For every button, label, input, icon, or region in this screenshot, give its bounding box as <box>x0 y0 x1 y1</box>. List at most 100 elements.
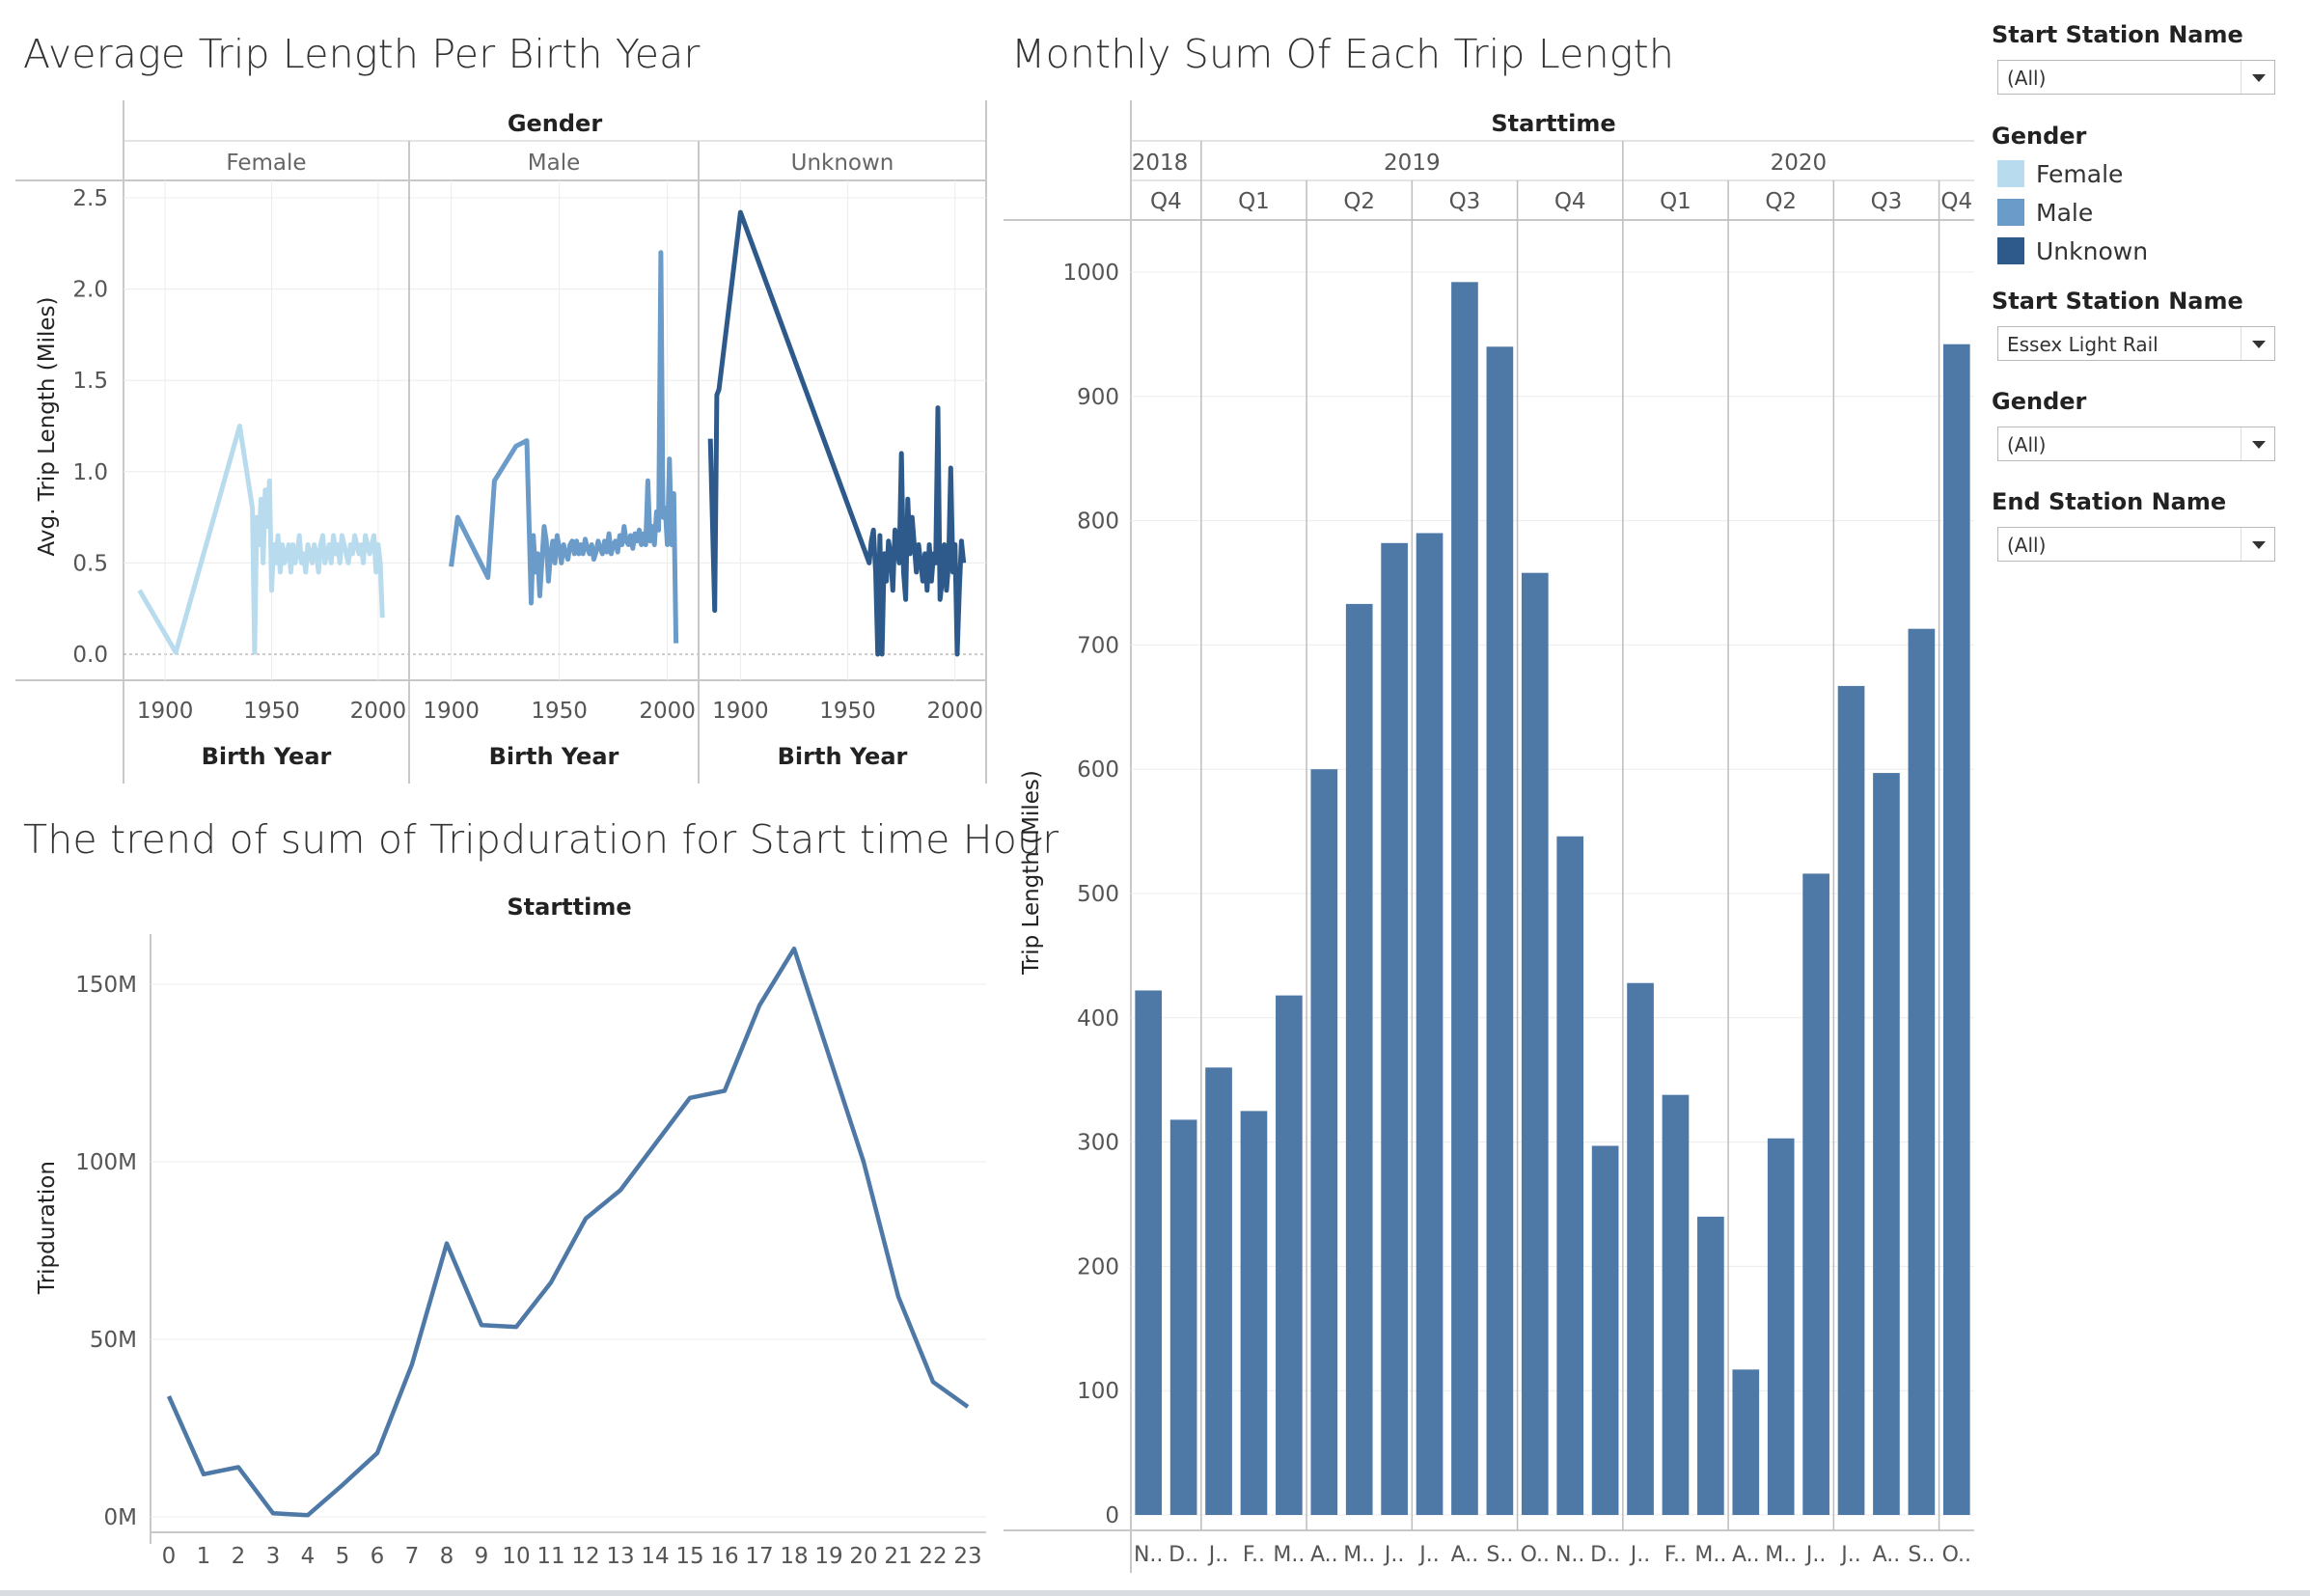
month-label: N.. <box>1555 1543 1584 1567</box>
y-tick-label: 500 <box>1077 882 1119 907</box>
y-tick-label: 100 <box>1077 1379 1119 1404</box>
bar-2 <box>1205 1067 1232 1515</box>
gender-legend-title: Gender <box>1992 123 2087 150</box>
start-station-filter-label: Start Station Name <box>1992 21 2243 48</box>
month-label: M.. <box>1765 1543 1797 1567</box>
male-color-swatch <box>1997 199 2024 226</box>
x-tick-label: 10 <box>502 1544 530 1569</box>
birth-year-chart-title: Average Trip Length Per Birth Year <box>23 31 701 77</box>
y-axis-title: Tripduration <box>35 1161 60 1295</box>
x-tick-label: 14 <box>641 1544 669 1569</box>
bar-10 <box>1486 346 1514 1515</box>
month-label: J.. <box>1804 1543 1826 1567</box>
start-station-dropdown-2-value: Essex Light Rail <box>2007 333 2159 356</box>
x-tick-label: 11 <box>536 1544 564 1569</box>
y-tick-label: 0.5 <box>72 551 108 576</box>
month-label: J.. <box>1383 1543 1404 1567</box>
x-tick-label: 2000 <box>350 699 407 724</box>
month-label: O.. <box>1942 1543 1971 1567</box>
series-line-male <box>449 250 679 644</box>
year-label: 2020 <box>1771 151 1828 176</box>
quarter-label: Q1 <box>1660 189 1691 214</box>
x-tick-label: 1950 <box>243 699 300 724</box>
end-station-filter-label: End Station Name <box>1992 488 2227 515</box>
x-tick-label: 1950 <box>531 699 588 724</box>
bar-8 <box>1416 533 1444 1515</box>
y-axis-title: Trip Length (Miles) <box>1019 770 1044 976</box>
bar-9 <box>1451 282 1478 1516</box>
y-tick-label: 0 <box>1105 1503 1119 1528</box>
legend-label-male: Male <box>2036 199 2094 227</box>
start-station-dropdown[interactable]: (All) <box>1997 60 2275 95</box>
month-label: J.. <box>1629 1543 1650 1567</box>
monthly-chart-title: Monthly Sum Of Each Trip Length <box>1011 31 1675 77</box>
quarter-label: Q3 <box>1871 189 1903 214</box>
quarter-label: Q2 <box>1343 189 1375 214</box>
y-tick-label: 50M <box>90 1328 137 1353</box>
y-tick-label: 0M <box>104 1505 137 1530</box>
x-tick-label: 2000 <box>926 699 983 724</box>
legend-label-female: Female <box>2036 160 2124 188</box>
end-station-dropdown[interactable]: (All) <box>1997 527 2275 562</box>
bar-14 <box>1627 982 1654 1515</box>
gender-filter-label: Gender <box>1992 388 2087 415</box>
month-label: M.. <box>1273 1543 1305 1567</box>
y-tick-label: 800 <box>1077 509 1119 535</box>
x-tick-label: 6 <box>371 1544 385 1569</box>
start-station-filter-label-2: Start Station Name <box>1992 288 2243 315</box>
month-label: F.. <box>1664 1543 1687 1567</box>
gender-dropdown[interactable]: (All) <box>1997 427 2275 461</box>
x-axis-title: Birth Year <box>489 743 619 770</box>
month-label: O.. <box>1521 1543 1550 1567</box>
x-tick-label: 1900 <box>137 699 194 724</box>
chevron-down-icon[interactable] <box>2241 427 2274 460</box>
month-label: F.. <box>1243 1543 1265 1567</box>
month-label: M.. <box>1694 1543 1726 1567</box>
legend-label-unknown: Unknown <box>2036 237 2149 265</box>
x-axis-title: Birth Year <box>202 743 332 770</box>
starttime-header: Starttime <box>1491 110 1615 137</box>
hour-chart-title: The trend of sum of Tripduration for Sta… <box>23 816 1059 863</box>
quarter-label: Q4 <box>1940 189 1972 214</box>
year-label: 2019 <box>1384 151 1441 176</box>
bar-13 <box>1591 1145 1619 1515</box>
month-label: J.. <box>1417 1543 1439 1567</box>
bar-18 <box>1767 1138 1795 1515</box>
bar-5 <box>1310 769 1338 1515</box>
x-tick-label: 4 <box>301 1544 316 1569</box>
x-tick-label: 7 <box>405 1544 420 1569</box>
start-station-dropdown-2[interactable]: Essex Light Rail <box>1997 326 2275 361</box>
x-tick-label: 21 <box>884 1544 912 1569</box>
x-tick-label: 22 <box>919 1544 947 1569</box>
bar-7 <box>1381 542 1408 1515</box>
x-tick-label: 20 <box>849 1544 877 1569</box>
x-tick-label: 0 <box>162 1544 177 1569</box>
gender-header: Gender <box>508 110 603 137</box>
tripduration-line <box>166 946 970 1518</box>
chevron-down-icon[interactable] <box>2241 327 2274 360</box>
y-tick-label: 900 <box>1077 385 1119 410</box>
starttime-header: Starttime <box>507 894 631 921</box>
bar-1 <box>1169 1119 1197 1515</box>
x-tick-label: 17 <box>745 1544 773 1569</box>
y-tick-label: 200 <box>1077 1254 1119 1280</box>
x-tick-label: 3 <box>266 1544 281 1569</box>
x-tick-label: 15 <box>675 1544 703 1569</box>
monthly-bar-chart: Starttime 0 100 200 300 400 500 600 700 800 900 100… <box>1004 100 1974 1573</box>
x-axis-title: Birth Year <box>778 743 908 770</box>
chevron-down-icon[interactable] <box>2241 528 2274 561</box>
month-label: A.. <box>1451 1543 1479 1567</box>
month-label: D.. <box>1169 1543 1198 1567</box>
y-axis-title: Avg. Trip Length (Miles) <box>35 297 60 557</box>
x-tick-label: 19 <box>814 1544 842 1569</box>
y-tick-label: 1.0 <box>72 460 108 485</box>
month-label: A.. <box>1310 1543 1338 1567</box>
x-tick-label: 1 <box>197 1544 211 1569</box>
quarter-label: Q2 <box>1765 189 1797 214</box>
series-line-unknown <box>707 209 967 657</box>
month-label: S.. <box>1486 1543 1513 1567</box>
y-tick-label: 150M <box>75 973 137 998</box>
chevron-down-icon[interactable] <box>2241 61 2274 94</box>
x-tick-label: 8 <box>440 1544 454 1569</box>
y-tick-label: 600 <box>1077 757 1119 783</box>
